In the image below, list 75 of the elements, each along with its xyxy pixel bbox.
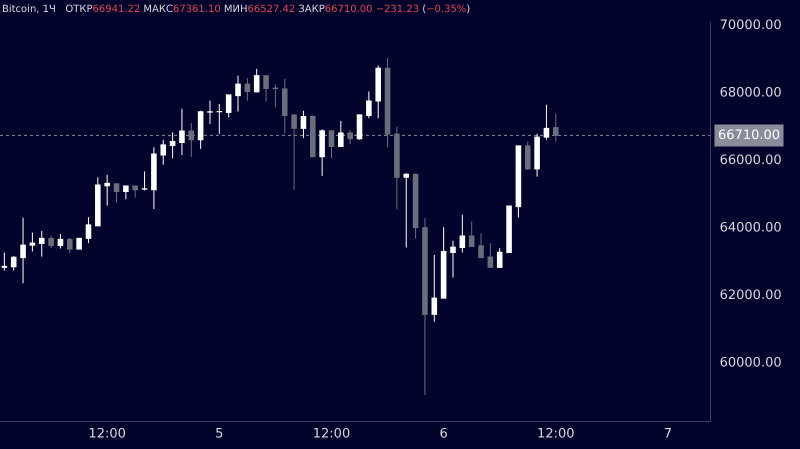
- candlestick: [468, 221, 474, 247]
- candlestick: [506, 205, 512, 254]
- candlestick: [95, 176, 101, 226]
- candlestick: [198, 110, 204, 150]
- y-tick-label: 62000.00: [720, 288, 782, 303]
- candlestick: [422, 218, 428, 396]
- candlestick: [76, 237, 82, 250]
- candlestick: [160, 139, 166, 166]
- y-tick-label: 70000.00: [720, 18, 782, 33]
- candlestick: [20, 217, 26, 284]
- candlestick: [104, 174, 110, 206]
- x-tick-label: 12:00: [88, 426, 126, 442]
- candlestick: [179, 108, 185, 156]
- candlestick: [328, 130, 334, 159]
- candlestick: [460, 214, 466, 254]
- candlestick: [375, 65, 381, 119]
- candlestick: [48, 235, 54, 249]
- candlestick: [478, 232, 484, 258]
- x-tick-label: 12:00: [537, 426, 575, 442]
- y-tick-label: 64000.00: [720, 220, 782, 236]
- candlestick: [450, 240, 456, 278]
- candlestick: [263, 75, 269, 102]
- candlestick: [544, 104, 550, 140]
- candlestick: [58, 233, 64, 250]
- candlestick: [496, 248, 502, 268]
- candlestick: [524, 141, 531, 170]
- candlestick: [282, 78, 288, 134]
- candlestick: [432, 254, 438, 322]
- candlestick: [151, 146, 157, 210]
- text: 66941.22 МАКС67361.10 МИН66527.42 ЗАКР66710.00 −231.23 (−0.35%): [92, 4, 470, 15]
- candlestick: [30, 232, 36, 252]
- candlestick: [188, 122, 194, 158]
- candlestick: [86, 216, 92, 244]
- candlestick: [272, 84, 278, 108]
- candlestick: [394, 126, 400, 210]
- y-tick-label: 68000.00: [720, 85, 782, 100]
- x-tick-label: 5: [215, 426, 224, 442]
- candlestick: [114, 183, 120, 204]
- candlestick: [366, 91, 372, 119]
- candlestick: [516, 145, 522, 218]
- candlestick: [440, 226, 446, 299]
- candlestick: [319, 128, 325, 176]
- candlestick: [300, 110, 306, 139]
- candlestick: [2, 252, 8, 271]
- candlestick: [132, 186, 138, 198]
- candlestick: [488, 242, 494, 268]
- candlestick: [244, 78, 250, 102]
- y-tick-label: 66000.00: [720, 152, 782, 168]
- candlestick: [226, 94, 232, 118]
- x-tick-label: 7: [664, 426, 672, 442]
- candlestick: [142, 171, 148, 191]
- candlestick: [338, 120, 344, 148]
- y-tick-label: 60000.00: [720, 355, 782, 370]
- candlestick: [216, 104, 222, 134]
- candlestick: [356, 114, 362, 140]
- candlestick: [207, 100, 213, 124]
- candlestick: [123, 186, 129, 200]
- candlestick: [170, 132, 176, 159]
- candlestick: [291, 114, 297, 190]
- candlestick: [347, 130, 353, 145]
- candlestick: [10, 255, 16, 271]
- candlestick: [235, 75, 241, 112]
- x-tick-label: 6: [439, 426, 448, 442]
- candlestick: [403, 172, 410, 248]
- candlestick: [67, 237, 73, 254]
- candlestick: [254, 68, 260, 93]
- candlestick: [310, 115, 316, 158]
- candlestick: [384, 58, 390, 148]
- candlestick: [534, 133, 540, 178]
- candlestick: [553, 112, 559, 142]
- chart-title: Bitcoin, 1Ч ОТКР: [2, 4, 93, 15]
- candlestick: [412, 174, 418, 239]
- candlestick: [38, 230, 45, 258]
- x-tick-label: 12:00: [312, 426, 350, 442]
- ref-line-label: 66710.00: [718, 128, 780, 143]
